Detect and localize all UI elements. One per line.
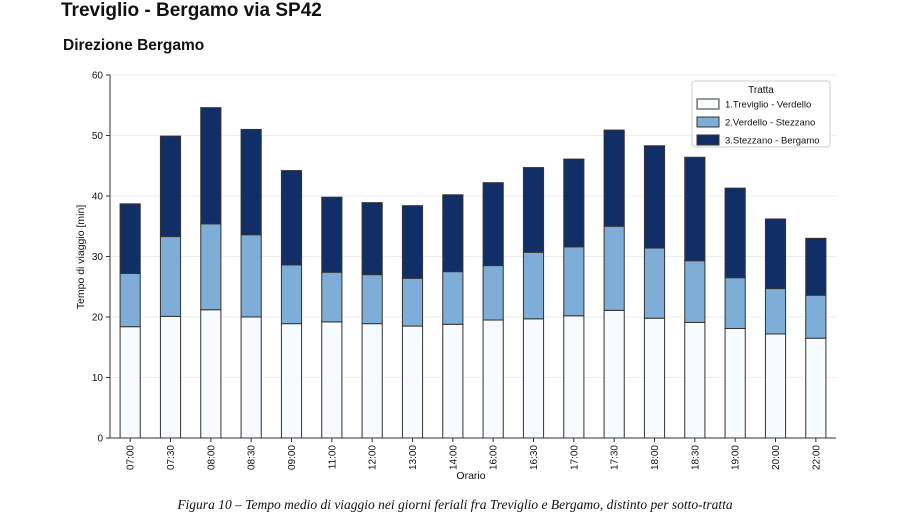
bar-segment-series-3: [321, 196, 343, 273]
bar-segment-series-3: [643, 145, 666, 249]
x-tick-label: 16:30: [529, 445, 540, 470]
bar-segment-series-3: [119, 203, 141, 274]
x-tick-label: 18:00: [650, 445, 661, 470]
x-tick-label: 09:00: [287, 445, 298, 470]
y-tick-label: 30: [92, 252, 104, 263]
x-tick-label: 17:00: [569, 445, 580, 470]
bar-segment-series-2: [522, 251, 545, 320]
x-axis-label: Orario: [456, 470, 485, 482]
bar-segment-series-1: [563, 315, 585, 439]
bar-segment-series-1: [522, 318, 545, 439]
bar-segment-series-1: [280, 323, 303, 439]
bar-segment-series-2: [563, 246, 585, 317]
legend: Tratta 1.Treviglio - Verdello 2.Verdello …: [691, 80, 831, 148]
bar-segment-series-2: [119, 272, 141, 328]
bar-segment-series-2: [724, 277, 746, 329]
bar-segment-series-3: [764, 218, 787, 290]
bar-segment-series-1: [119, 326, 141, 439]
bar-segment-series-1: [361, 323, 383, 439]
bar-segment-series-3: [684, 156, 706, 262]
bar-segment-series-2: [684, 260, 706, 323]
bar-segment-series-3: [361, 202, 383, 276]
bar-segment-series-2: [764, 288, 787, 335]
legend-swatch: [696, 134, 720, 146]
chart-subtitle: Direzione Bergamo: [63, 37, 205, 54]
bars: [119, 107, 827, 439]
bar-segment-series-2: [482, 265, 504, 321]
page-title: Treviglio - Bergamo via SP42: [61, 0, 322, 21]
bar-segment-series-3: [724, 187, 746, 279]
bar-segment-series-3: [401, 205, 424, 279]
y-tick-label: 40: [92, 192, 104, 203]
bar-segment-series-3: [563, 158, 585, 248]
bar-segment-series-1: [401, 325, 424, 439]
x-tick-label: 12:00: [368, 445, 379, 470]
bar-segment-series-1: [684, 321, 706, 439]
x-tick-label: 14:00: [448, 445, 459, 470]
bar-segment-series-3: [240, 128, 262, 236]
bar-segment-series-3: [280, 170, 303, 266]
x-tick-label: 07:00: [126, 445, 137, 470]
bar-segment-series-1: [764, 333, 787, 439]
legend-label: 2.Verdello - Stezzano: [725, 118, 815, 129]
bar-segment-series-3: [159, 135, 182, 238]
bar-segment-series-2: [240, 234, 262, 318]
bar-segment-series-1: [321, 321, 343, 439]
legend-label: 3.Stezzano - Bergamo: [725, 136, 820, 147]
x-tick-label: 20:00: [771, 445, 782, 470]
bar-segment-series-2: [280, 264, 303, 325]
bar-segment-series-2: [643, 247, 666, 319]
bar-segment-series-2: [442, 271, 464, 325]
legend-title: Tratta: [748, 85, 774, 96]
y-tick-label: 20: [92, 313, 104, 324]
legend-box: [691, 80, 831, 148]
x-tick-label: 18:30: [690, 445, 701, 470]
x-tick-label: 16:00: [489, 445, 500, 470]
legend-items: 1.Treviglio - Verdello 2.Verdello - Stezz…: [696, 98, 820, 147]
y-tick-label: 10: [92, 373, 104, 384]
bar-segment-series-3: [482, 182, 504, 267]
x-tick-label: 22:00: [811, 445, 822, 470]
bar-segment-series-1: [482, 319, 504, 439]
bar-segment-series-3: [805, 237, 827, 296]
bar-segment-series-2: [321, 271, 343, 323]
bar-segment-series-3: [442, 194, 464, 273]
x-tick-label: 13:00: [408, 445, 419, 470]
x-tick-label: 08:30: [247, 445, 258, 470]
bar-segment-series-2: [401, 277, 424, 327]
x-tick-label: 19:00: [731, 445, 742, 470]
bar-segment-series-2: [603, 225, 625, 311]
bar-segment-series-1: [603, 309, 625, 439]
bar-segment-series-3: [200, 107, 222, 225]
bar-segment-series-2: [159, 236, 182, 317]
grid-lines: [110, 74, 836, 378]
bar-segment-series-3: [522, 167, 545, 253]
legend-swatch: [696, 116, 720, 128]
bar-segment-series-1: [200, 309, 222, 439]
x-ticks: 07:00 07:30 08:00 08:30 09:00 11:00 12:00 13:00…: [126, 438, 822, 470]
bar-segment-series-3: [603, 129, 625, 227]
bar-segment-series-1: [724, 327, 746, 439]
y-axis-label: Tempo di viaggio [min]: [75, 205, 87, 310]
bar-segment-series-2: [361, 274, 383, 325]
x-tick-label: 08:00: [206, 445, 217, 470]
x-tick-label: 11:00: [327, 445, 338, 470]
y-tick-label: 60: [92, 71, 104, 82]
bar-segment-series-1: [159, 315, 182, 439]
bar-segment-series-1: [442, 323, 464, 439]
bar-segment-series-1: [240, 316, 262, 439]
bar-segment-series-1: [805, 337, 827, 439]
x-tick-label: 17:30: [610, 445, 621, 470]
y-ticks: 0 10 20 30 40 50 60: [92, 71, 110, 445]
legend-swatch: [696, 98, 720, 110]
y-tick-label: 50: [92, 131, 104, 142]
y-tick-label: 0: [97, 434, 103, 445]
x-tick-label: 07:30: [166, 445, 177, 470]
bar-segment-series-2: [805, 294, 827, 339]
figure-caption: Figura 10 – Tempo medio di viaggio nei g…: [177, 497, 733, 512]
bar-segment-series-2: [200, 223, 222, 311]
legend-label: 1.Treviglio - Verdello: [725, 100, 811, 111]
bar-segment-series-1: [643, 317, 666, 439]
